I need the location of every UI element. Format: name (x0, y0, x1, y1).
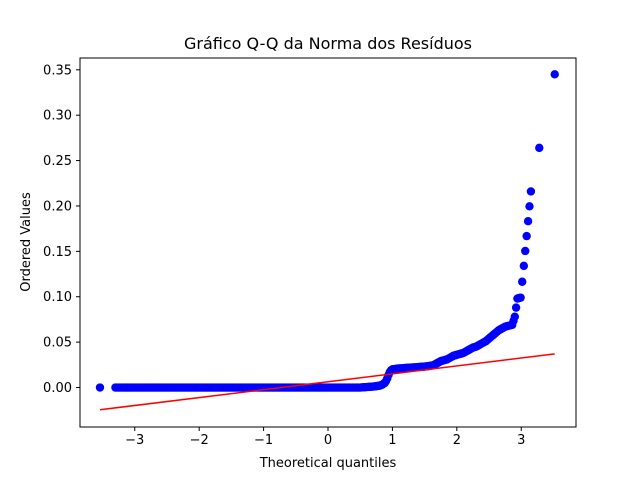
x-axis-label: Theoretical quantiles (259, 456, 397, 471)
plot-marks (95, 70, 559, 411)
fit-line (99, 353, 555, 411)
chart-title: Gráfico Q-Q da Norma dos Resíduos (184, 34, 472, 53)
y-tick-label: 0.00 (43, 381, 72, 396)
y-axis-ticks: 0.00 0.05 0.10 0.15 0.20 0.25 0.30 0.35 (43, 63, 80, 396)
y-tick-label: 0.10 (43, 290, 72, 305)
data-point (526, 187, 536, 196)
data-point (510, 312, 520, 321)
x-tick-label: −3 (125, 433, 144, 448)
y-tick-label: 0.15 (43, 245, 72, 260)
x-tick-label: −2 (190, 433, 209, 448)
plot-area (80, 58, 576, 427)
x-tick-label: 0 (324, 433, 332, 448)
y-tick-label: 0.35 (43, 63, 72, 78)
data-point (522, 231, 531, 241)
x-tick-label: 1 (388, 433, 396, 448)
x-tick-label: 2 (453, 433, 461, 448)
x-axis-ticks: −3 −2 −1 0 1 2 3 (125, 427, 525, 448)
data-point (523, 217, 533, 226)
data-point (521, 246, 530, 256)
data-point (535, 143, 544, 153)
x-tick-label: 3 (517, 433, 525, 448)
data-point (550, 70, 559, 79)
y-tick-label: 0.30 (43, 109, 72, 124)
y-tick-label: 0.25 (43, 154, 72, 169)
data-point (511, 303, 521, 312)
data-point (518, 277, 527, 286)
data-point (519, 261, 529, 271)
data-point (516, 293, 525, 302)
data-point (525, 202, 534, 211)
y-axis-label: Ordered Values (19, 192, 34, 292)
x-tick-label: −1 (254, 433, 273, 448)
y-tick-label: 0.05 (43, 336, 72, 351)
data-point (95, 383, 105, 392)
y-tick-label: 0.20 (43, 199, 72, 214)
